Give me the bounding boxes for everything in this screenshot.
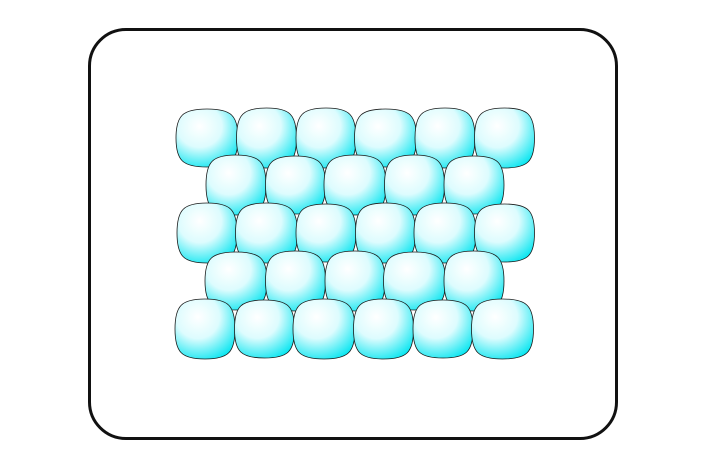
- cell: [324, 250, 386, 312]
- cell: [474, 107, 535, 169]
- cell: [175, 108, 239, 168]
- cell: [355, 202, 416, 264]
- cell: [443, 155, 505, 215]
- cell: [353, 298, 414, 360]
- cell: [474, 203, 535, 263]
- cell: [412, 299, 474, 359]
- cell: [384, 154, 445, 216]
- cell: [292, 298, 356, 360]
- cell: [471, 298, 534, 360]
- cell: [176, 202, 238, 264]
- cell: [234, 299, 295, 359]
- cell: [383, 251, 446, 311]
- cell: [295, 203, 357, 263]
- cell: [174, 298, 236, 360]
- cell: [205, 154, 267, 216]
- cell: [236, 107, 297, 169]
- cell: [414, 107, 476, 169]
- cell: [413, 202, 477, 264]
- cells-group: [174, 107, 535, 360]
- cell: [354, 108, 417, 168]
- cell: [265, 155, 326, 215]
- cell: [323, 154, 387, 216]
- cell: [235, 202, 298, 264]
- cell: [204, 251, 268, 311]
